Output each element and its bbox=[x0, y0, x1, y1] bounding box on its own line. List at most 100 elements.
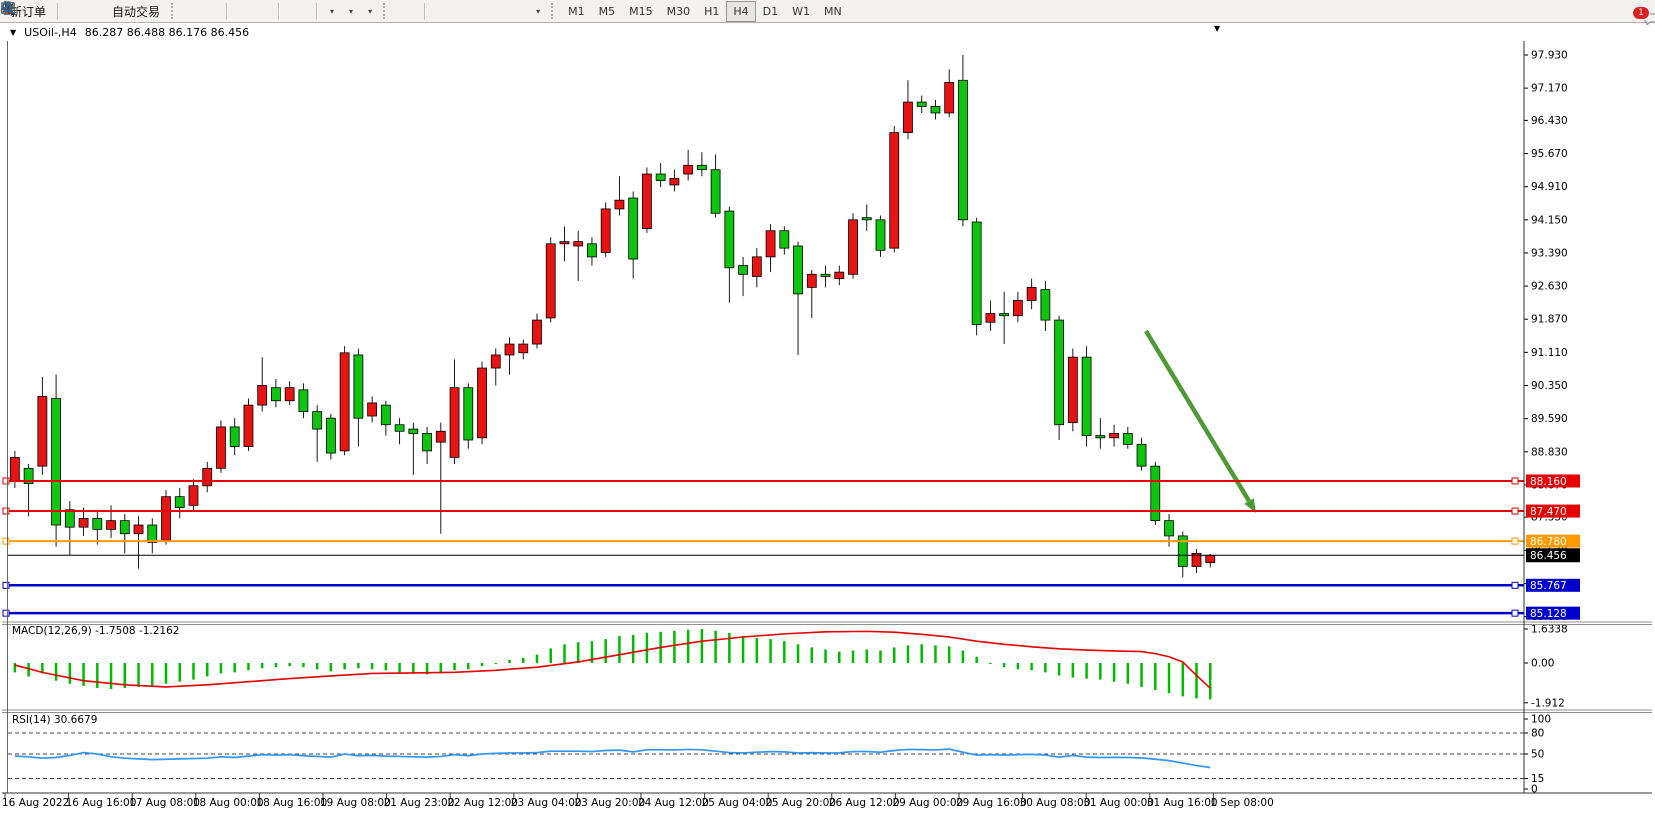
text-a-icon: A bbox=[4, 2, 13, 16]
bar-chart-button[interactable] bbox=[2, 0, 193, 23]
svg-text:97.930: 97.930 bbox=[1531, 50, 1568, 62]
timeframe-w1[interactable]: W1 bbox=[792, 4, 810, 18]
timeframe-group: M1 M5 M15 M30 H1 H4 D1 W1 MN bbox=[561, 0, 849, 22]
zoom-out-button[interactable] bbox=[1, 0, 259, 23]
indicator-window-button[interactable] bbox=[2, 0, 311, 23]
template-button[interactable]: ▾ bbox=[1, 0, 378, 23]
main-toolbar: 新订单 自动交易 bbox=[0, 0, 1655, 27]
arrows-button[interactable]: ▾ bbox=[4, 0, 546, 23]
rsi-label: RSI(14) 30.6679 bbox=[12, 714, 97, 726]
svg-text:94.150: 94.150 bbox=[1531, 214, 1568, 226]
svg-text:29 Aug 00:00: 29 Aug 00:00 bbox=[892, 797, 963, 809]
svg-text:31 Aug 16:00: 31 Aug 16:00 bbox=[1147, 797, 1218, 809]
autotrading-label: 自动交易 bbox=[112, 4, 161, 19]
crosshair-button[interactable] bbox=[1, 0, 419, 23]
text-button[interactable]: A bbox=[4, 0, 513, 23]
toolbar-grip[interactable] bbox=[551, 3, 556, 19]
svg-text:97.170: 97.170 bbox=[1531, 83, 1568, 95]
timeframe-m15[interactable]: M15 bbox=[629, 4, 653, 18]
svg-text:80: 80 bbox=[1531, 728, 1544, 740]
svg-text:90.350: 90.350 bbox=[1531, 380, 1568, 392]
terminal-button[interactable] bbox=[1, 0, 90, 23]
timeframe-d1[interactable]: D1 bbox=[762, 4, 779, 18]
timeframe-m5[interactable]: M5 bbox=[598, 4, 616, 18]
svg-text:18 Aug 00:00: 18 Aug 00:00 bbox=[193, 797, 264, 809]
timeframe-h1[interactable]: H1 bbox=[704, 4, 720, 18]
broadcast-button[interactable] bbox=[2, 0, 104, 23]
cursor-button[interactable] bbox=[5, 0, 405, 23]
equidistant-channel-button[interactable]: E bbox=[0, 0, 485, 23]
new-order-button[interactable]: 新订单 bbox=[4, 0, 52, 23]
svg-text:29 Aug 16:00: 29 Aug 16:00 bbox=[956, 797, 1027, 809]
toolbar-grip[interactable] bbox=[171, 3, 176, 19]
diamond-icon-button[interactable] bbox=[1, 0, 76, 23]
tile-windows-button[interactable] bbox=[2, 0, 273, 23]
fibonacci-button[interactable]: F bbox=[2, 0, 499, 23]
svg-text:96.430: 96.430 bbox=[1531, 115, 1568, 127]
candlestick-button[interactable] bbox=[2, 0, 207, 23]
timeframe-m1[interactable]: M1 bbox=[568, 4, 585, 18]
svg-text:21 Aug 23:00: 21 Aug 23:00 bbox=[384, 797, 455, 809]
text-label-button[interactable]: T bbox=[1, 0, 527, 23]
trendline-button[interactable] bbox=[1, 0, 471, 23]
search-icon[interactable] bbox=[0, 0, 16, 16]
svg-text:0: 0 bbox=[1531, 784, 1538, 796]
svg-text:95.670: 95.670 bbox=[1531, 148, 1568, 160]
svg-text:93.390: 93.390 bbox=[1531, 247, 1568, 259]
svg-text:87.470: 87.470 bbox=[1530, 506, 1567, 518]
horizontal-line-85.767[interactable]: 85.767 bbox=[2, 578, 1580, 592]
svg-text:86.780: 86.780 bbox=[1530, 536, 1567, 548]
svg-text:100: 100 bbox=[1531, 714, 1551, 726]
macd-label: MACD(12,26,9) -1.7508 -1.2162 bbox=[12, 625, 179, 637]
svg-text:30 Aug 08:00: 30 Aug 08:00 bbox=[1020, 797, 1091, 809]
indicators-button[interactable] bbox=[2, 0, 297, 23]
svg-text:1 Sep 08:00: 1 Sep 08:00 bbox=[1210, 797, 1273, 809]
svg-text:23 Aug 04:00: 23 Aug 04:00 bbox=[511, 797, 582, 809]
toolbar-grip[interactable] bbox=[383, 3, 388, 19]
svg-text:23 Aug 20:00: 23 Aug 20:00 bbox=[574, 797, 645, 809]
periodicity-button[interactable]: ▾ bbox=[1, 0, 359, 23]
svg-text:92.630: 92.630 bbox=[1531, 281, 1568, 293]
timeframe-mn[interactable]: MN bbox=[824, 4, 842, 18]
horizontal-line-button[interactable] bbox=[2, 0, 457, 23]
new-chart-button[interactable]: ▾ bbox=[1, 0, 340, 23]
svg-text:91.870: 91.870 bbox=[1531, 314, 1568, 326]
horizontal-line-85.128[interactable]: 85.128 bbox=[2, 606, 1580, 620]
chart-shift-marker[interactable]: ▼ bbox=[1214, 24, 1221, 33]
chart-background bbox=[2, 41, 1653, 812]
svg-text:A: A bbox=[4, 2, 13, 16]
horizontal-line-87.470[interactable]: 87.470 bbox=[2, 504, 1580, 518]
chevron-down-icon: ▾ bbox=[368, 6, 373, 16]
horizontal-line-86.780[interactable]: 86.780 bbox=[2, 534, 1580, 548]
svg-text:18 Aug 16:00: 18 Aug 16:00 bbox=[256, 797, 327, 809]
macd-pane: 1.6338 0.00 -1.912 MACD(12,26,9) -1.7508 -1… bbox=[12, 624, 1568, 710]
timeframe-m30[interactable]: M30 bbox=[666, 4, 691, 18]
chart-ohlc-values: 86.287 86.488 86.176 86.456 bbox=[84, 26, 250, 39]
svg-text:50: 50 bbox=[1531, 749, 1544, 761]
svg-text:26 Aug 12:00: 26 Aug 12:00 bbox=[829, 797, 900, 809]
separator bbox=[316, 2, 319, 20]
svg-text:17 Aug 08:00: 17 Aug 08:00 bbox=[129, 797, 200, 809]
chart-canvas[interactable]: 97.930 97.170 96.430 95.670 94.910 94.150 93.3… bbox=[0, 41, 1655, 817]
rsi-pane: 100 80 50 150 RSI(14) 30.6679 bbox=[8, 714, 1551, 796]
autotrading-button[interactable]: 自动交易 bbox=[3, 0, 166, 23]
svg-text:19 Aug 08:00: 19 Aug 08:00 bbox=[320, 797, 391, 809]
svg-text:85.128: 85.128 bbox=[1530, 608, 1567, 620]
collapse-chart-icon[interactable]: ▼ bbox=[10, 28, 17, 37]
svg-text:88.160: 88.160 bbox=[1530, 476, 1567, 488]
vertical-line-button[interactable] bbox=[7, 0, 443, 23]
zoom-in-button[interactable] bbox=[1, 0, 245, 23]
line-chart-button[interactable] bbox=[1, 0, 221, 23]
svg-text:88.830: 88.830 bbox=[1531, 446, 1568, 458]
chart-title-strip: ▼ USOil-,H4 86.287 86.488 86.176 86.456 bbox=[2, 25, 1653, 40]
svg-text:31 Aug 00:00: 31 Aug 00:00 bbox=[1083, 797, 1154, 809]
svg-text:89.590: 89.590 bbox=[1531, 413, 1568, 425]
horizontal-line-88.160[interactable]: 88.160 bbox=[2, 474, 1580, 488]
svg-text:86.456: 86.456 bbox=[1530, 550, 1567, 562]
svg-text:91.110: 91.110 bbox=[1531, 347, 1568, 359]
trend-arrow-annotation[interactable] bbox=[1144, 329, 1256, 513]
timeframe-h4[interactable]: H4 bbox=[726, 0, 756, 22]
separator bbox=[424, 2, 427, 20]
